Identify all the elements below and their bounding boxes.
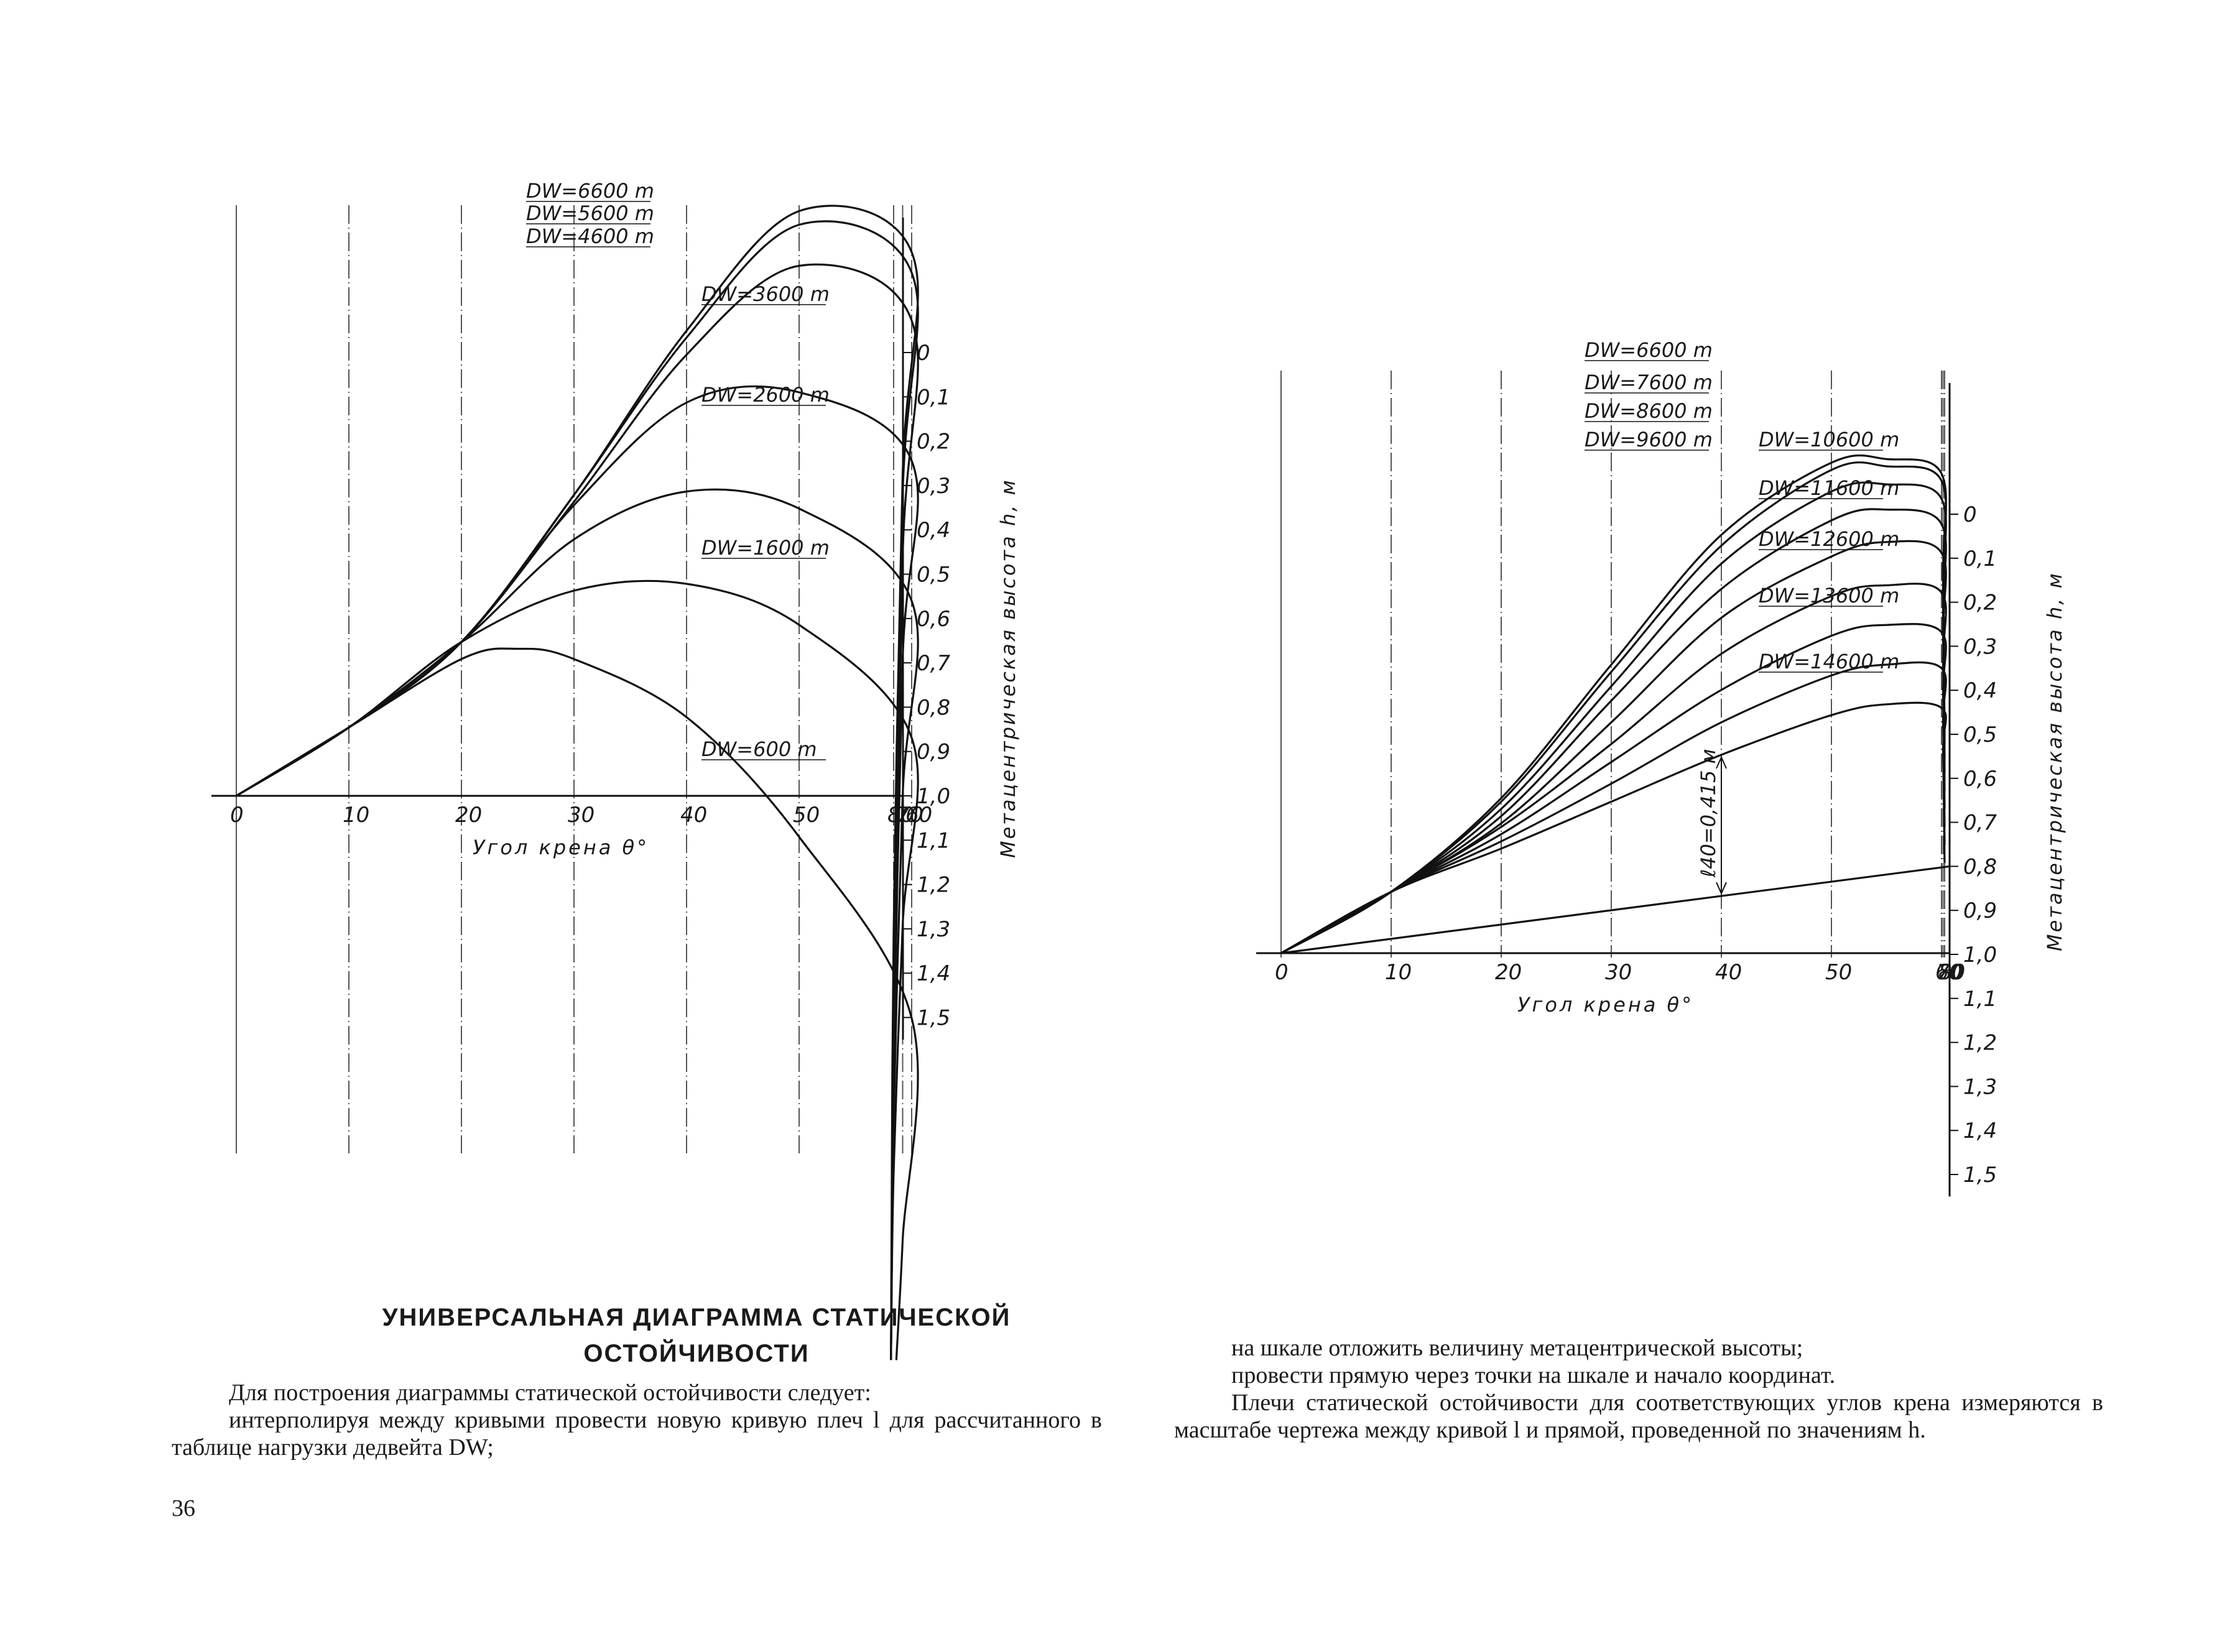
x-tick-label: 30 [568, 803, 595, 828]
h-scale-tick-label: 1,1 [917, 828, 950, 853]
page-number: 36 [172, 1495, 195, 1521]
h-scale-tick-label: 1,4 [917, 961, 950, 986]
x-tick-label: 10 [1385, 960, 1412, 985]
h-scale-tick-label: 0,1 [917, 385, 950, 410]
h-straight-line [1280, 865, 1950, 954]
h-scale-tick-label: 0,3 [917, 474, 950, 499]
x-tick-label: 50 [793, 803, 820, 828]
h-scale-tick-label: 0,3 [1963, 634, 1997, 659]
left-paragraph-2: интерполируя между кривыми провести нову… [172, 1407, 1102, 1460]
right-paragraph-3: Плечи статической остойчивости для соотв… [1174, 1390, 2103, 1443]
curve-label: DW=14600 m [1759, 650, 1899, 673]
curve-label: DW=10600 m [1759, 428, 1899, 451]
y-axis-title: Метацентрическая высота h, м [996, 478, 1020, 858]
right-stability-diagram: 0102030405060708000,10,20,30,40,50,60,70… [1256, 338, 2066, 1197]
y-axis-title: Метацентрическая высота h, м [2043, 571, 2066, 951]
curve-line [1280, 481, 1947, 954]
curve-line [236, 488, 919, 1360]
x-tick-label: 10 [343, 803, 369, 828]
h-scale-tick-label: 0,4 [1963, 678, 1997, 703]
x-tick-label: 80 [1938, 960, 1965, 985]
curve-line [1280, 622, 1947, 954]
h-scale-tick-label: 1,5 [917, 1006, 950, 1031]
h-scale-tick-label: 0,7 [917, 651, 950, 676]
curve-line [236, 579, 919, 1360]
h-scale-tick-label: 0 [1963, 502, 1977, 527]
h-scale-tick-label: 0,8 [917, 695, 950, 720]
curve-label: DW=13600 m [1759, 584, 1899, 607]
x-tick-label: 50 [1825, 960, 1852, 985]
h-scale-tick-label: 1,4 [1963, 1119, 1997, 1143]
curve-line [236, 205, 919, 1360]
h-scale-tick-label: 1,3 [917, 917, 950, 942]
x-axis-title: Угол крена θ° [1517, 993, 1694, 1017]
h-scale-tick-label: 0,2 [917, 430, 950, 455]
h-scale-tick-label: 1,1 [1963, 987, 1997, 1012]
h-scale-tick-label: 0,5 [917, 563, 950, 588]
h-scale-tick-label: 1,2 [917, 873, 950, 898]
h-scale-tick-label: 0,9 [1963, 898, 1997, 923]
curve-label: DW=6600 m [1585, 338, 1713, 362]
right-paragraph-2: провести прямую через точки на шкале и н… [1231, 1362, 1836, 1388]
l40-arrow-bottom [1716, 882, 1727, 895]
right-text-column: на шкале отложить величину метацентричес… [1174, 1334, 2103, 1444]
x-tick-label: 20 [1495, 960, 1522, 985]
curve-label: DW=12600 m [1759, 527, 1899, 551]
curve-label: DW=4600 m [526, 224, 654, 248]
h-scale-tick-label: 0,6 [1963, 767, 1997, 791]
curve-label: DW=3600 m [701, 282, 830, 306]
x-tick-label: 60 [905, 803, 932, 828]
curve-line [1280, 701, 1947, 954]
h-scale-tick-label: 1,2 [1963, 1031, 1997, 1056]
x-tick-label: 40 [1715, 960, 1742, 985]
curve-line [236, 385, 919, 1360]
x-tick-label: 0 [230, 803, 244, 828]
curve-label: DW=6600 m [526, 179, 654, 203]
left-text-column: Для построения диаграммы статической ост… [172, 1379, 1102, 1461]
h-scale-tick-label: 0 [917, 341, 930, 366]
l40-arrow-top [1716, 755, 1727, 769]
x-tick-label: 30 [1605, 960, 1632, 985]
l40-annotation: ℓ40=0,415 м [1696, 749, 1720, 878]
curve-label: DW=5600 m [526, 201, 654, 225]
h-scale-tick-label: 0,8 [1963, 854, 1997, 879]
h-scale-tick-label: 1,5 [1963, 1163, 1997, 1188]
h-scale-tick-label: 0,6 [917, 607, 950, 632]
curve-label: DW=11600 m [1759, 476, 1899, 500]
h-scale-tick-label: 0,1 [1963, 547, 1997, 571]
x-tick-label: 0 [1275, 960, 1289, 985]
x-tick-label: 20 [455, 803, 482, 828]
h-scale-tick-label: 0,5 [1963, 722, 1997, 747]
x-tick-label: 40 [680, 803, 707, 828]
section-heading: УНИВЕРСАЛЬНАЯ ДИАГРАММА СТАТИЧЕСКОЙ ОСТО… [224, 1299, 1169, 1372]
x-axis-title: Угол крена θ° [473, 836, 649, 859]
h-scale-tick-label: 0,7 [1963, 811, 1997, 836]
curve-label: DW=1600 m [701, 536, 830, 560]
h-scale-tick-label: 0,2 [1963, 591, 1997, 616]
h-scale-tick-label: 0,4 [917, 518, 950, 543]
curve-label: DW=9600 m [1585, 428, 1713, 451]
curve-label: DW=8600 m [1585, 399, 1713, 423]
left-paragraph-1: Для построения диаграммы статической ост… [229, 1380, 871, 1406]
h-scale-tick-label: 1,0 [1963, 943, 1997, 967]
curve-line [1280, 508, 1947, 954]
h-scale-tick-label: 1,0 [917, 784, 950, 809]
right-paragraph-1: на шкале отложить величину метацентричес… [1231, 1335, 1803, 1361]
curve-line [1280, 661, 1947, 954]
h-scale-tick-label: 1,3 [1963, 1074, 1997, 1099]
curve-label: DW=2600 m [701, 383, 830, 407]
left-stability-diagram: 0 10 20 30 40 50 60708000,10,20,30,40,50,60,70… [211, 179, 1020, 1360]
heading-line-1: УНИВЕРСАЛЬНАЯ ДИАГРАММА СТАТИЧЕСКОЙ [382, 1304, 1011, 1331]
curve-line [1280, 583, 1947, 954]
curve-label: DW=600 m [701, 737, 817, 761]
curve-label: DW=7600 m [1585, 371, 1713, 394]
heading-line-2: ОСТОЙЧИВОСТИ [583, 1340, 810, 1367]
h-scale-tick-label: 0,9 [917, 740, 950, 765]
curve-line [236, 647, 919, 1360]
